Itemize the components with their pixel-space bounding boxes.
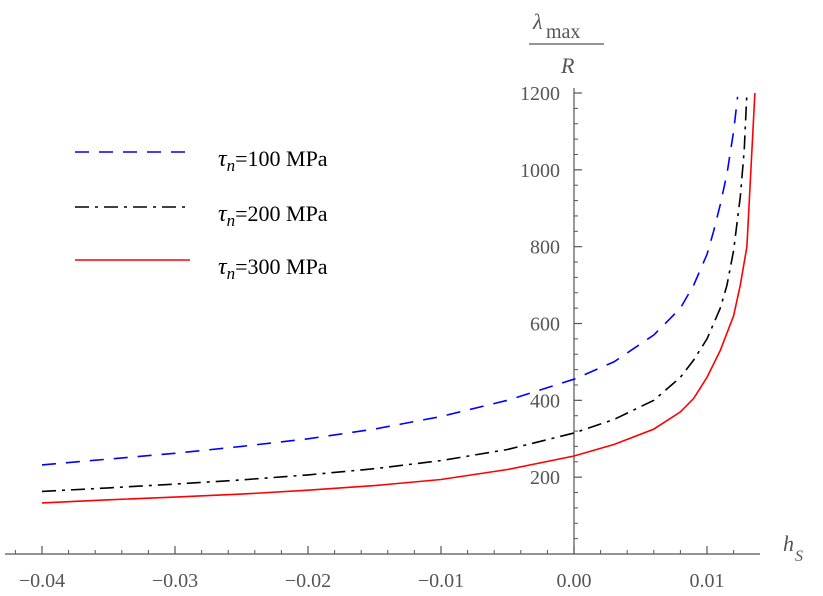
axes: [5, 88, 760, 555]
x-label-main: h: [783, 531, 794, 556]
x-tick-label: −0.01: [418, 570, 464, 592]
y-axis-label: λ max R: [529, 9, 604, 78]
x-label-sub: S: [795, 548, 803, 565]
series-line-2: [41, 92, 748, 493]
y-label-numerator-main: λ: [532, 9, 543, 34]
legend-item: τn=300 MPa: [75, 254, 328, 283]
x-tick-label: −0.03: [152, 570, 198, 592]
legend-label-tau100: τn=100 MPa: [218, 146, 328, 175]
x-axis-label: h S: [783, 531, 803, 565]
y-tick-label: 200: [530, 467, 560, 489]
y-tick-label: 600: [530, 314, 560, 336]
legend-item: τn=200 MPa: [75, 201, 328, 230]
y-tick-label: 1000: [520, 160, 560, 182]
y-tick-label: 800: [530, 237, 560, 259]
legend-label-tau300: τn=300 MPa: [218, 254, 328, 283]
ticks: −0.04 −0.03 −0.02 −0.01 0.00 0.01 200 400 600 800…: [14, 83, 735, 592]
x-tick-label: −0.02: [285, 570, 331, 592]
legend-label-tau200: τn=200 MPa: [218, 201, 328, 230]
x-tick-label: −0.04: [19, 570, 65, 592]
y-label-denominator: R: [560, 53, 575, 78]
series-line-3: [41, 92, 756, 504]
series-lines: [41, 92, 756, 504]
legend: τn=100 MPa τn=200 MPa τn=300 MPa: [75, 146, 328, 283]
x-tick-label: 0.01: [690, 570, 725, 592]
y-label-numerator-sub: max: [546, 21, 580, 43]
y-tick-label: 400: [530, 390, 560, 412]
series-line-1: [41, 96, 739, 466]
x-tick-label: 0.00: [557, 570, 592, 592]
legend-item: τn=100 MPa: [75, 146, 328, 175]
y-tick-label: 1200: [520, 83, 560, 105]
